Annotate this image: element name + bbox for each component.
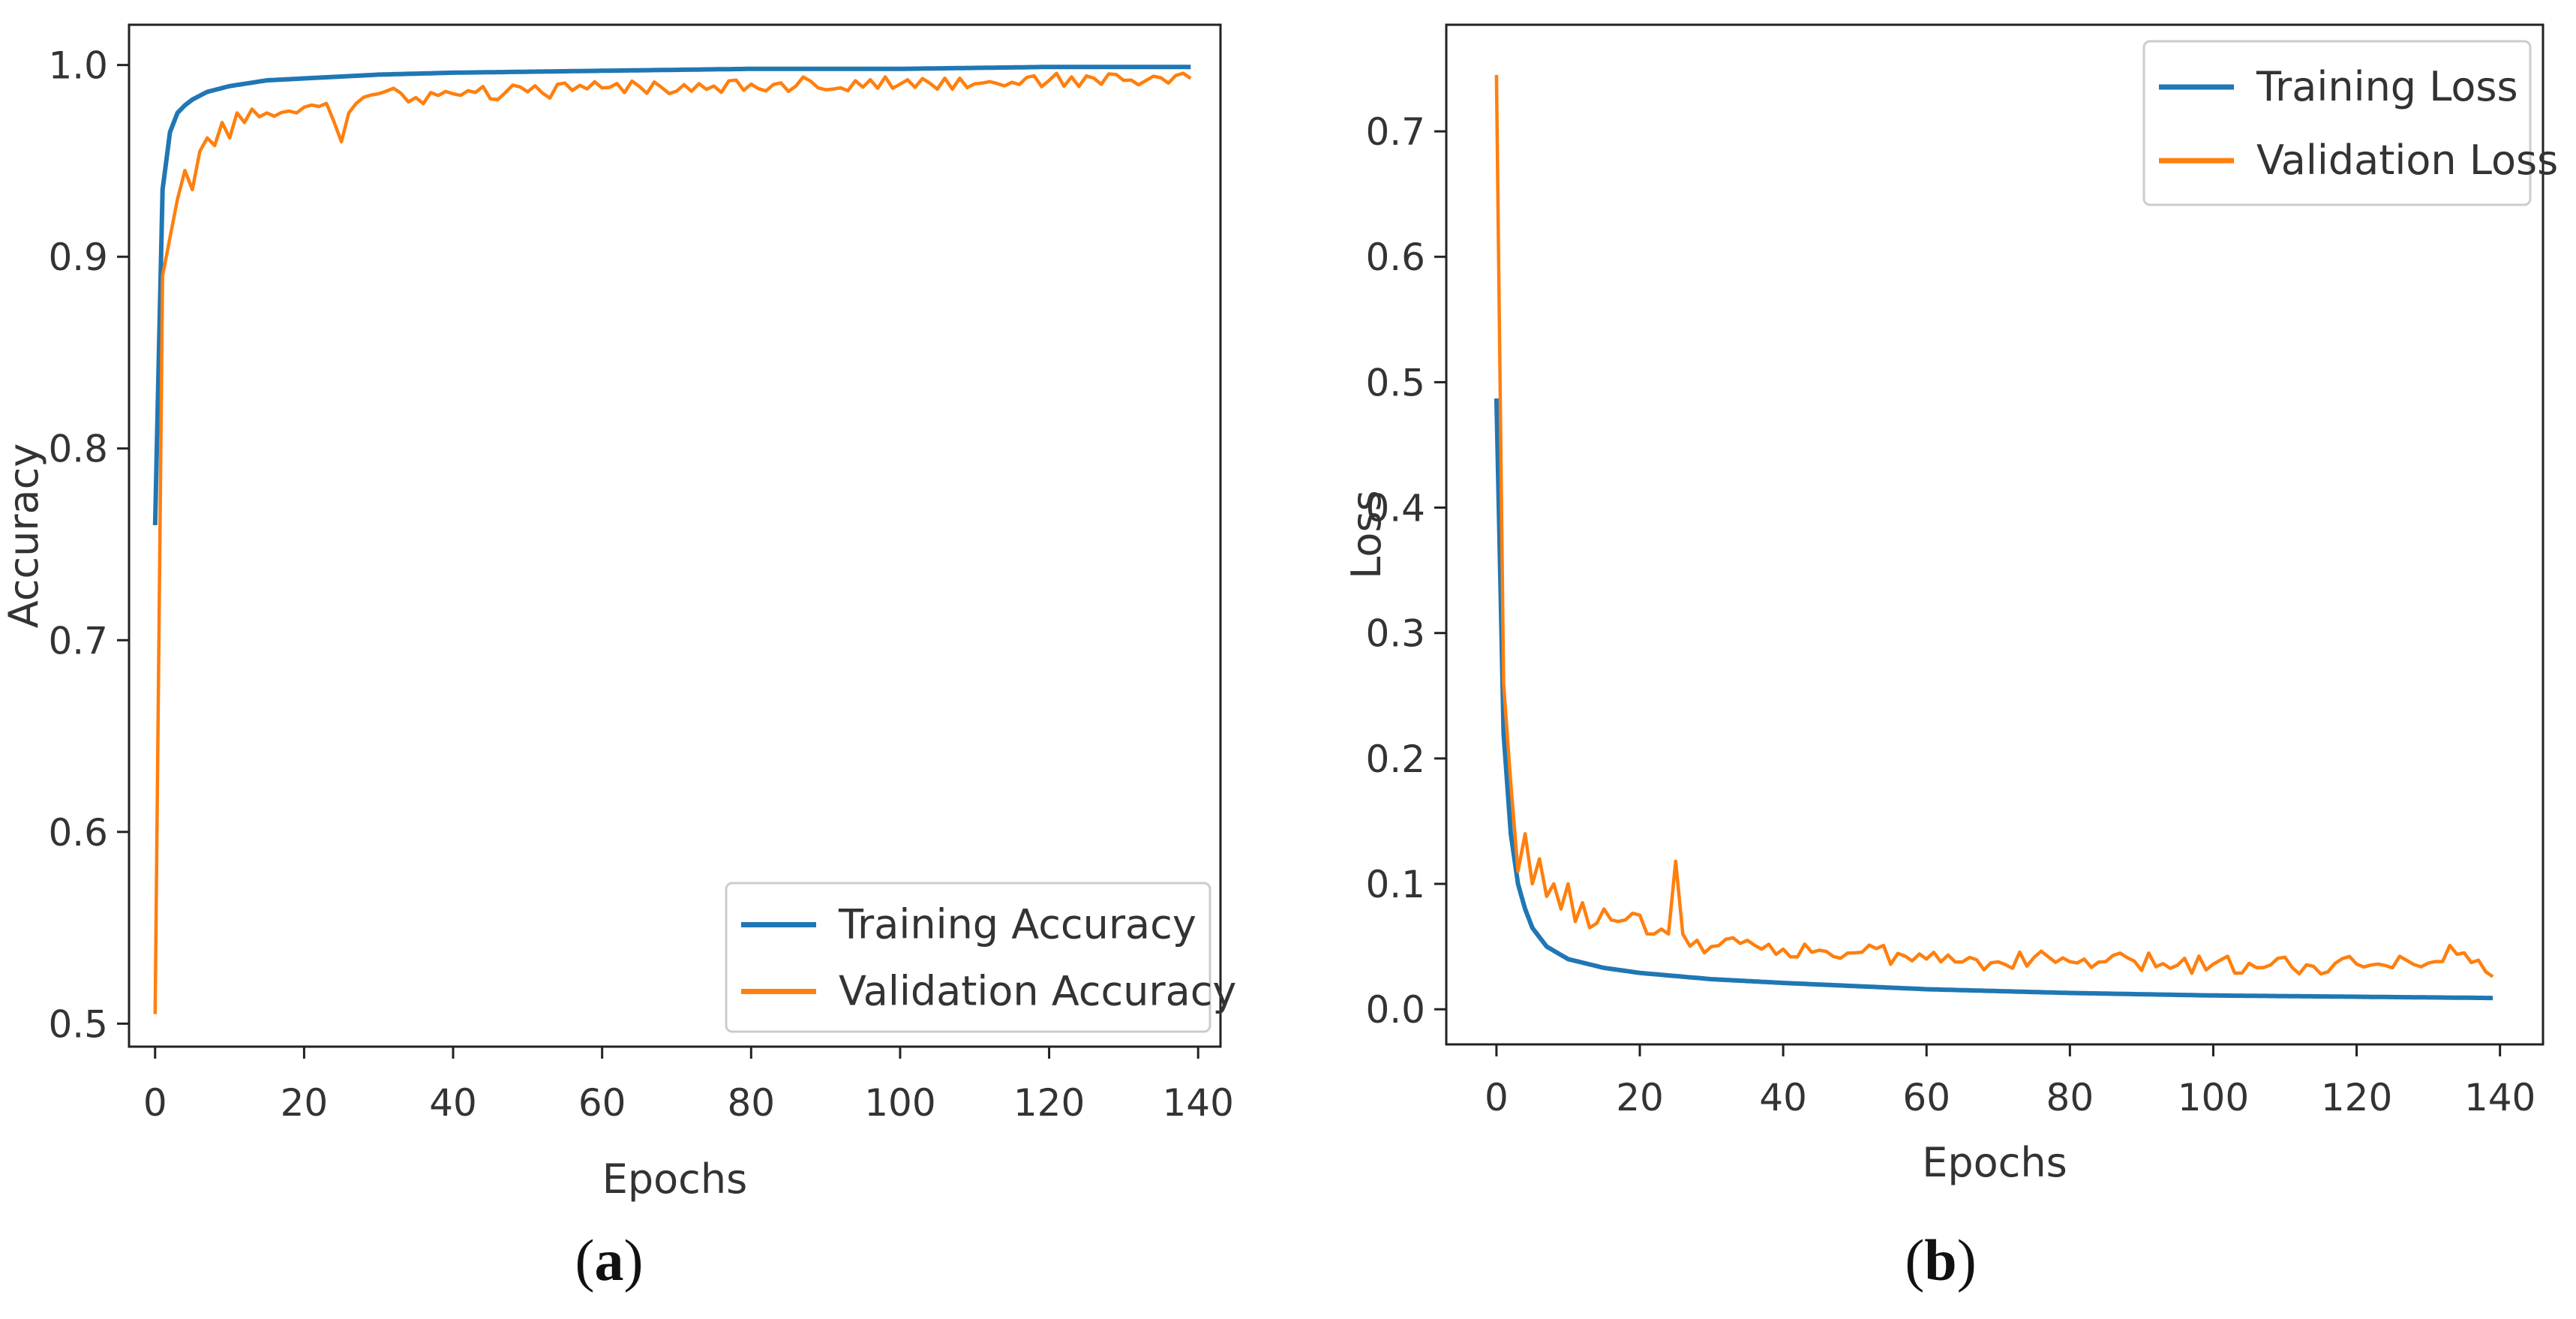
- chart-accuracy: 0 20 40 60 80 100 120 140 0.5 0.6 0.7 0.8 0.9 1.0 Epoc…: [0, 23, 1236, 1203]
- legend-box: [2142, 40, 2532, 206]
- x-tick-label: 120: [2321, 1076, 2392, 1119]
- x-tick-label: 60: [578, 1081, 626, 1125]
- x-tick-label: 20: [281, 1081, 329, 1125]
- y-tick-label: 0.5: [48, 1002, 108, 1046]
- legend-label: Validation Loss: [2256, 137, 2558, 184]
- x-tick-label: 0: [1485, 1076, 1509, 1119]
- y-tick-label: 0.1: [1365, 863, 1425, 906]
- legend-label: Validation Accuracy: [839, 968, 1236, 1015]
- series-line-training-loss: [1494, 398, 2493, 1001]
- caption-a-letter: a: [594, 1227, 624, 1293]
- y-tick-label: 0.7: [1365, 110, 1425, 154]
- caption-a: (a): [575, 1227, 644, 1293]
- caption-b: (b): [1905, 1227, 1977, 1293]
- series-line-validation-loss: [1494, 74, 2494, 978]
- x-tick-label: 60: [1902, 1076, 1950, 1119]
- legend-loss: Training Loss Validation Loss: [2142, 40, 2558, 206]
- y-axis-label: Accuracy: [0, 443, 47, 629]
- x-tick-label: 40: [429, 1081, 477, 1125]
- y-tick-label: 0.7: [48, 619, 108, 663]
- caption-b-letter: b: [1924, 1227, 1957, 1293]
- y-tick-label: 0.6: [48, 811, 108, 855]
- x-tick-label: 120: [1013, 1081, 1085, 1125]
- x-tick-label: 100: [2178, 1076, 2249, 1119]
- y-tick-label: 0.6: [1365, 236, 1425, 279]
- x-axis-label: Epochs: [602, 1155, 747, 1203]
- legend-label: Training Accuracy: [838, 900, 1196, 948]
- plot-frame-accuracy: [128, 23, 1222, 1048]
- series-line-training-accuracy: [152, 65, 1191, 525]
- series-line-validation-accuracy: [153, 71, 1192, 1014]
- legend-box: [725, 882, 1211, 1033]
- x-tick-label: 140: [2464, 1076, 2535, 1119]
- plot-frame-loss: [1445, 23, 2544, 1046]
- legend-accuracy: Training Accuracy Validation Accuracy: [725, 882, 1236, 1033]
- x-tick-label: 140: [1162, 1081, 1233, 1125]
- x-tick-label: 40: [1759, 1076, 1807, 1119]
- chart-loss: 0 20 40 60 80 100 120 140 0.0 0.1 0.2 0.3 0.4 0.5 0.6 0…: [1343, 23, 2558, 1186]
- y-tick-label: 1.0: [48, 44, 108, 88]
- y-tick-label: 0.2: [1365, 738, 1425, 781]
- x-tick-label: 80: [2046, 1076, 2094, 1119]
- y-tick-label: 0.8: [48, 428, 108, 471]
- y-tick-label: 0.5: [1365, 361, 1425, 404]
- y-tick-label: 0.0: [1365, 988, 1425, 1032]
- y-axis-label: Loss: [1343, 490, 1390, 578]
- x-tick-label: 20: [1616, 1076, 1664, 1119]
- x-tick-label: 100: [864, 1081, 935, 1125]
- x-tick-label: 0: [143, 1081, 167, 1125]
- x-tick-label: 80: [727, 1081, 775, 1125]
- x-axis-label: Epochs: [1922, 1139, 2067, 1186]
- y-tick-label: 0.4: [1365, 487, 1425, 530]
- y-tick-label: 0.9: [48, 236, 108, 279]
- y-tick-label: 0.3: [1365, 612, 1425, 656]
- legend-label: Training Loss: [2256, 63, 2518, 110]
